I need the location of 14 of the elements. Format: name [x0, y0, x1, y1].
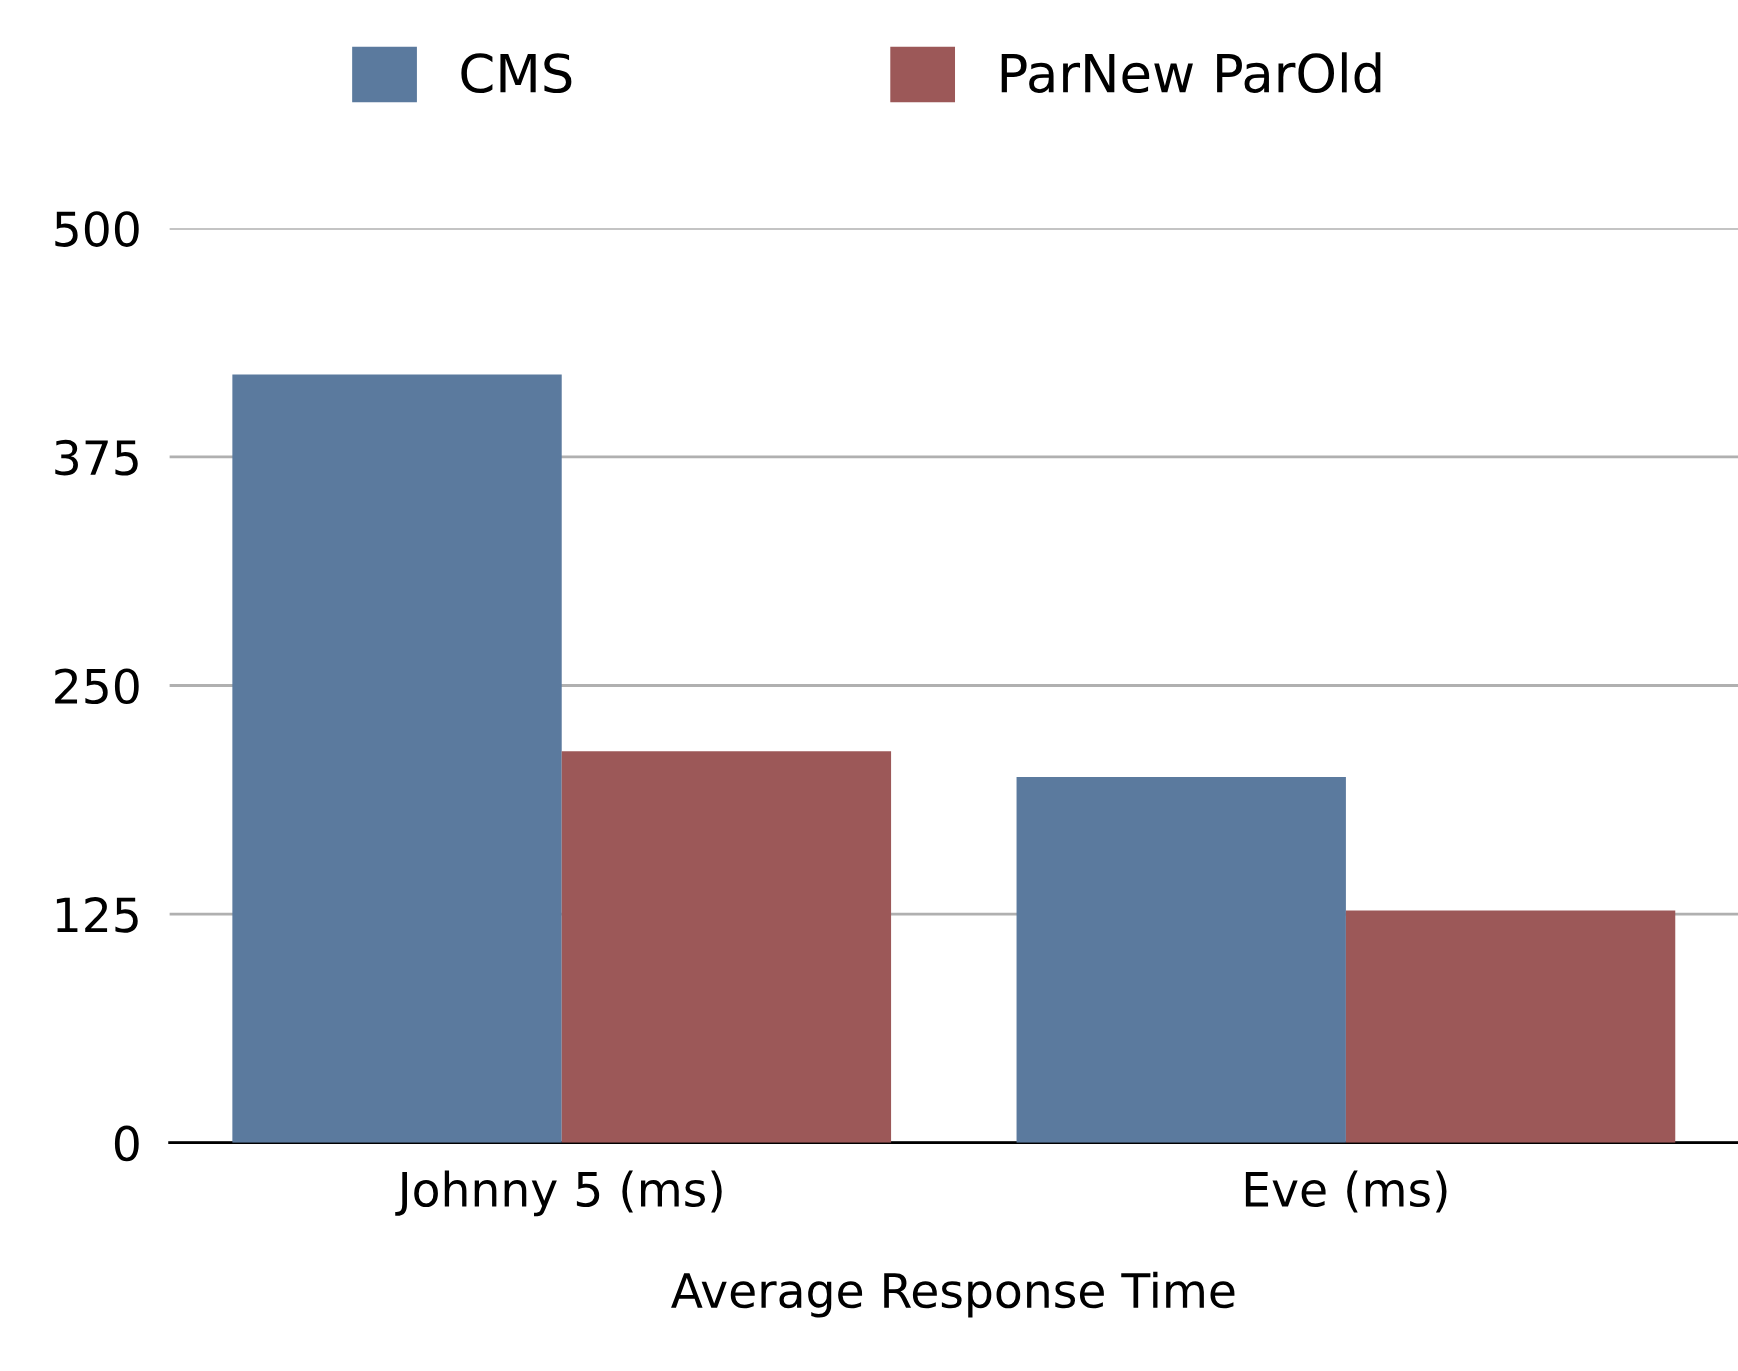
y-tick-label: 375: [55, 439, 138, 476]
x-tick-label: Johnny 5 (ms): [395, 1170, 722, 1217]
y-tick-label: 500: [55, 211, 139, 247]
y-tick-label: 0: [114, 1125, 139, 1162]
x-axis-title: Average Response Time: [671, 1271, 1235, 1318]
bar: [1345, 910, 1676, 1143]
x-tick-label: Eve (ms): [1245, 1170, 1447, 1213]
bar: [232, 374, 562, 1143]
y-tick-label: 250: [55, 668, 139, 705]
bar: [1016, 776, 1346, 1143]
y-tick-label: 125: [56, 897, 138, 933]
bar: [561, 751, 892, 1143]
legend-label: CMS: [461, 53, 572, 94]
legend-label: ParNew ParOld: [1001, 52, 1381, 94]
